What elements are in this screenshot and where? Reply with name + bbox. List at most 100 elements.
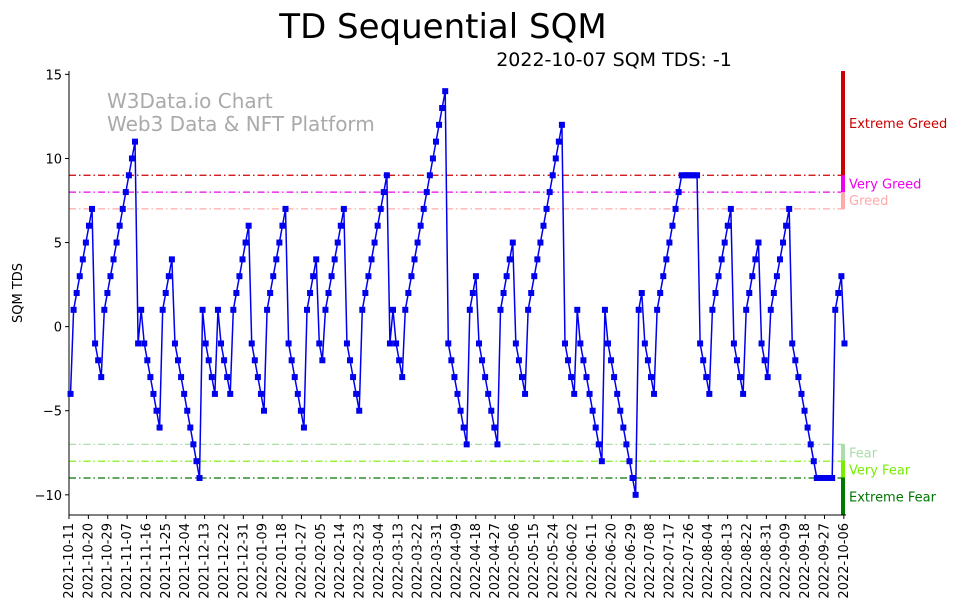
- x-tick-label: 2022-06-20: [604, 523, 619, 599]
- data-point: [365, 273, 372, 280]
- data-point: [687, 172, 694, 179]
- data-point: [73, 290, 80, 296]
- threshold-label-greed: Greed: [849, 194, 888, 209]
- y-tick-label: −10: [35, 489, 62, 504]
- y-tick-label: −5: [43, 405, 62, 420]
- data-point: [377, 205, 384, 212]
- data-point: [647, 374, 654, 381]
- data-point: [626, 458, 633, 465]
- data-point: [239, 256, 246, 263]
- data-point: [497, 306, 504, 313]
- data-point: [276, 239, 283, 246]
- data-point: [340, 205, 347, 212]
- data-point: [558, 121, 565, 128]
- data-point: [70, 306, 77, 313]
- data-point: [245, 222, 252, 229]
- threshold-label-very-greed: Very Greed: [849, 178, 921, 193]
- data-point: [552, 155, 559, 162]
- data-point: [792, 357, 799, 364]
- data-point: [343, 340, 350, 347]
- data-point: [555, 138, 562, 145]
- data-point: [586, 390, 593, 397]
- data-point: [423, 189, 430, 196]
- threshold-band-very-greed: [841, 175, 845, 193]
- data-point: [543, 205, 550, 212]
- data-point: [644, 357, 651, 364]
- data-point: [98, 374, 105, 381]
- data-point: [491, 424, 498, 431]
- x-tick-label: 2022-10-06: [837, 523, 852, 599]
- x-tick-label: 2021-12-31: [236, 523, 251, 599]
- watermark-line-2: Web3 Data & NFT Platform: [107, 112, 375, 136]
- data-point: [181, 390, 188, 397]
- data-point: [211, 390, 218, 397]
- data-point: [525, 306, 532, 313]
- data-point: [816, 475, 823, 481]
- data-point: [353, 390, 360, 397]
- data-point: [795, 374, 802, 381]
- data-point: [580, 357, 587, 364]
- data-point: [221, 357, 228, 364]
- data-point: [414, 239, 421, 246]
- data-point: [614, 390, 621, 397]
- data-point: [79, 256, 86, 263]
- data-point: [448, 357, 455, 364]
- data-point: [528, 290, 535, 296]
- data-point: [522, 390, 529, 397]
- data-point: [715, 273, 722, 280]
- data-point: [205, 357, 212, 364]
- data-point: [488, 407, 495, 414]
- data-point: [595, 441, 602, 448]
- data-point: [755, 239, 762, 246]
- data-point: [85, 222, 92, 229]
- x-tick-label: 2022-03-04: [372, 523, 387, 599]
- data-point: [113, 239, 120, 246]
- data-point: [789, 340, 796, 347]
- data-point: [433, 138, 440, 145]
- data-point: [534, 256, 541, 263]
- data-point: [67, 390, 74, 397]
- x-tick-label: 2022-06-11: [585, 523, 600, 599]
- data-point: [549, 172, 556, 179]
- data-point: [322, 306, 329, 313]
- data-point: [451, 374, 458, 381]
- data-point: [175, 357, 182, 364]
- data-point: [546, 189, 553, 196]
- data-point: [608, 357, 615, 364]
- x-tick-label: 2022-02-05: [314, 523, 329, 599]
- data-point: [199, 306, 206, 313]
- data-point: [386, 340, 393, 347]
- data-point: [147, 374, 154, 381]
- data-point: [150, 390, 157, 397]
- data-point: [399, 374, 406, 381]
- data-point: [531, 273, 538, 280]
- data-point: [804, 424, 811, 431]
- data-point: [196, 475, 203, 481]
- data-point: [251, 357, 258, 364]
- data-point: [482, 374, 489, 381]
- data-point: [264, 306, 271, 313]
- x-tick-label: 2021-11-25: [159, 523, 174, 599]
- data-point: [540, 222, 547, 229]
- data-point: [752, 256, 759, 263]
- threshold-band-fear: [841, 444, 845, 462]
- data-point: [829, 475, 836, 481]
- data-point: [144, 357, 151, 364]
- data-point: [393, 340, 400, 347]
- data-point: [261, 407, 268, 414]
- data-point: [807, 441, 814, 448]
- data-point: [325, 290, 332, 296]
- data-point: [445, 340, 452, 347]
- data-point: [429, 155, 436, 162]
- data-point: [675, 189, 682, 196]
- data-point: [233, 290, 240, 296]
- data-point: [171, 340, 178, 347]
- x-tick-label: 2021-10-29: [101, 523, 116, 599]
- data-point: [165, 273, 172, 280]
- data-point: [193, 458, 200, 465]
- data-point: [841, 340, 848, 347]
- data-point: [107, 273, 114, 280]
- x-tick-label: 2022-05-15: [527, 523, 542, 599]
- data-point: [690, 172, 697, 179]
- data-point: [328, 273, 335, 280]
